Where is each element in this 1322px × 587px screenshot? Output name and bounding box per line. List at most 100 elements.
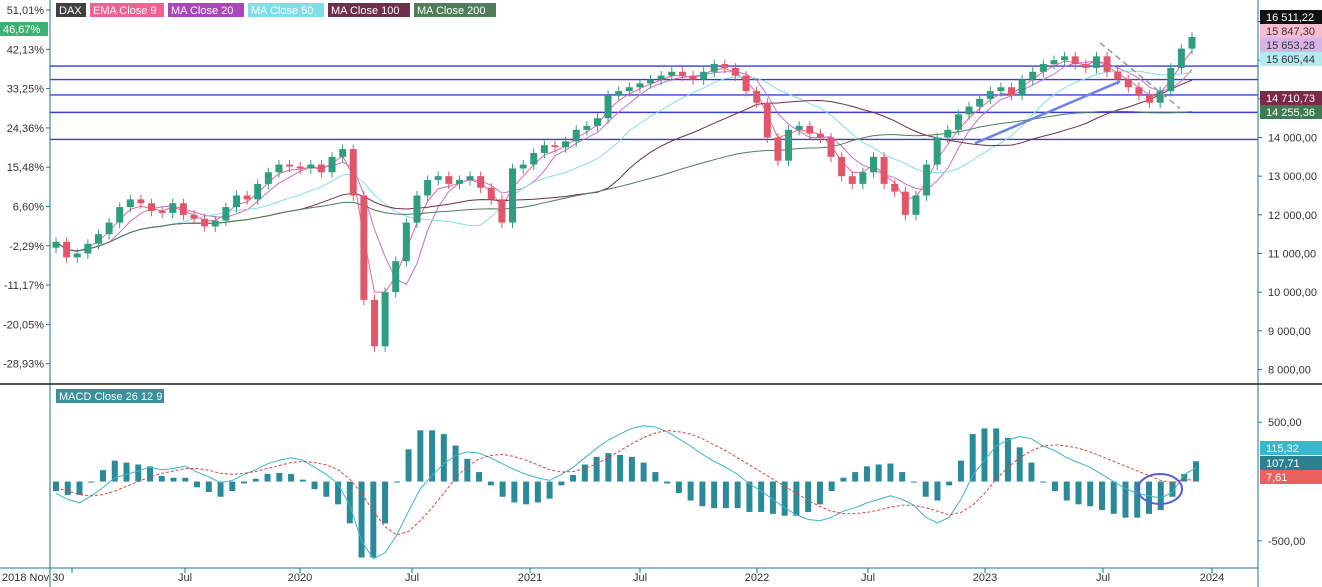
macd-histogram-bar [570,474,577,482]
candle-body [721,64,729,68]
candle-body [880,156,888,184]
candle-body [455,180,463,184]
left-tick-label: -20,05% [3,319,44,331]
macd-histogram-bar [687,481,694,501]
macd-histogram-bar [182,477,189,482]
candle-body [1050,60,1058,65]
macd-histogram-bar [229,481,236,492]
macd-histogram-bar [499,481,506,497]
legend-item-5 [414,3,496,17]
macd-histogram-bar [76,481,83,495]
candle-body [413,195,421,223]
candle-body [392,261,400,293]
macd-histogram-bar [652,472,659,482]
legend[interactable]: DAX EMA Close 9 MA Close 20 MA Close 50 MA C… [56,3,496,17]
macd-histogram-bar [1145,481,1152,514]
candle-body [381,292,389,347]
macd-histogram-bar [311,481,318,490]
candle-body [838,156,846,177]
macd-histogram-bar [100,470,107,482]
candle-body [1103,56,1111,72]
candle-body [1092,56,1100,68]
macd-value-text: 115,32 [1266,443,1299,455]
legend-item-0 [56,3,86,17]
candle-body [190,214,198,219]
macd-histogram-bar [511,481,518,503]
macd-histogram-bar [640,462,647,482]
legend-item-3 [248,3,324,17]
macd-histogram-bar [1157,481,1164,511]
macd-histogram-bar [581,464,588,482]
candle-body [763,102,771,138]
macd-histogram-bar [1087,481,1094,507]
candle-body [848,176,856,184]
macd-value-badge [1260,470,1322,484]
macd-histogram-bar [123,462,130,482]
macd-histogram-bar [899,472,906,482]
left-tick-label: 6,60% [13,202,44,214]
macd-histogram-bar [816,481,823,505]
macd-histogram-bar [1040,481,1047,483]
x-tick-label: 2020 [288,572,312,584]
trend-line-up [974,80,1121,145]
macd-histogram-bar [699,481,706,507]
candle-body [434,176,442,181]
right-tick-label: 14 000,00 [1268,133,1317,145]
candle-body [445,176,453,184]
macd-histogram-bar [64,481,71,495]
macd-histogram-bar [910,481,917,483]
price-label-text: 15 605,44 [1266,54,1315,66]
candle-body [63,241,71,258]
macd-histogram-bar [476,472,483,482]
legend-item-2 [168,3,244,17]
candle-body [477,176,485,188]
candle-body [742,75,750,92]
macd-histogram-bar [464,458,471,482]
candle-body [774,137,782,161]
macd-histogram-bar [1122,481,1129,518]
x-tick-label: 2023 [973,572,997,584]
candle-body [933,137,941,165]
macd-histogram-bar [417,430,424,482]
macd-histogram-bar [1028,462,1035,482]
ma20-line [55,60,1193,286]
candle-body [317,164,325,173]
left-tick-label: 51,01% [7,5,45,17]
macd-histogram-bar [1134,481,1141,518]
macd-histogram-bar [546,481,553,499]
candle-body [583,125,591,130]
candle-body [1039,64,1047,72]
candle-body [84,243,92,254]
candle-body [668,71,676,76]
macd-histogram-bar [53,481,59,492]
candles[interactable] [52,32,1196,352]
candle-body [243,195,251,200]
macd-histogram-bar [875,464,882,482]
macd-histogram-bar [628,456,635,482]
macd-histogram-bar [1110,481,1117,514]
macd-histogram-bar [534,481,541,503]
candle-body [954,114,962,130]
right-tick-label: 12 000,00 [1268,210,1317,222]
moving-averages [55,50,1193,293]
candle-body [275,164,283,173]
macd-histogram-bar [405,449,412,482]
candle-body [1156,91,1164,103]
pct-badge [0,22,48,36]
x-tick-label: 2024 [1200,572,1224,584]
trend-lines[interactable] [974,42,1181,145]
macd-histogram-bar [981,428,988,482]
x-tick-label: Jul [405,572,419,584]
price-label-badge [1260,105,1322,119]
candle-body [1124,79,1132,88]
candle-body [647,79,655,84]
macd-histogram-bar [675,481,682,493]
macd-panel[interactable]: MACD Close 26 12 9 [53,389,1199,560]
macd-tick-label: 500,00 [1268,417,1302,429]
candle-body [859,172,867,184]
macd-histogram-bar [299,479,306,482]
candle-body [1008,87,1016,95]
macd-histogram-bar [370,481,377,558]
